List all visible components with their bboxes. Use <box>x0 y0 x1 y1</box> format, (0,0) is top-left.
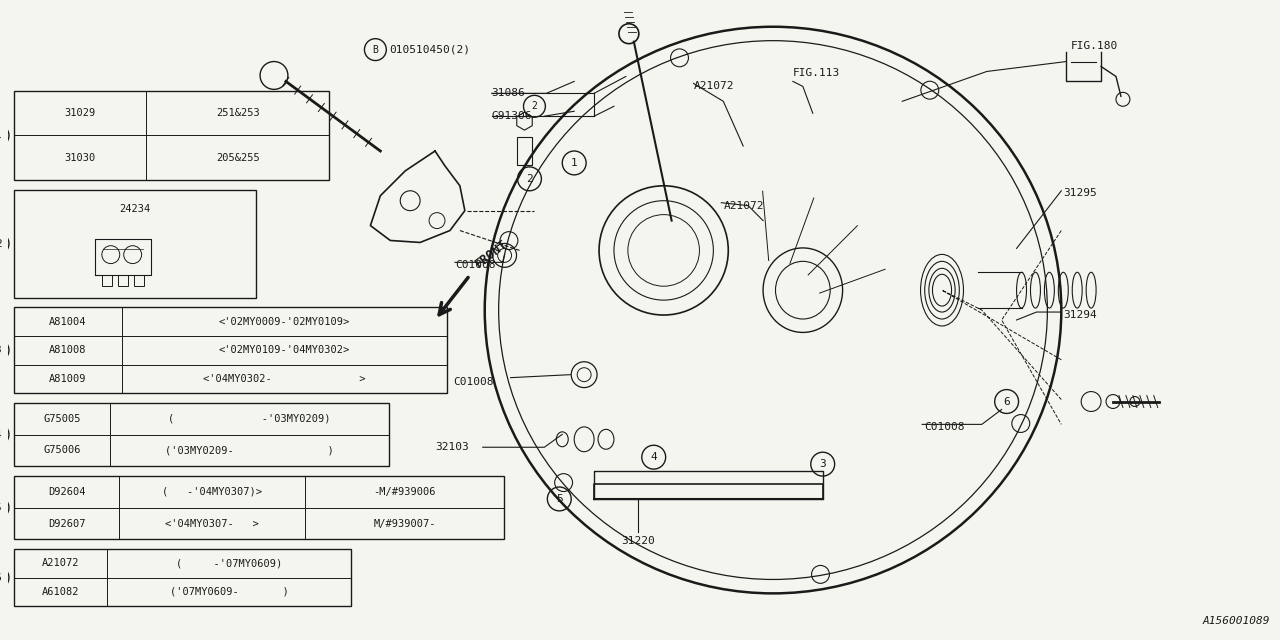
Bar <box>133 275 143 287</box>
Text: ('03MY0209-               ): ('03MY0209- ) <box>165 445 334 456</box>
Text: (   -'04MY0307)>: ( -'04MY0307)> <box>163 487 262 497</box>
Text: <'02MY0109-'04MY0302>: <'02MY0109-'04MY0302> <box>219 345 349 355</box>
Text: <'02MY0009-'02MY0109>: <'02MY0009-'02MY0109> <box>219 317 349 326</box>
Bar <box>14 91 329 180</box>
Text: A81009: A81009 <box>49 374 87 384</box>
Text: 31029: 31029 <box>64 108 96 118</box>
Text: 251&253: 251&253 <box>216 108 260 118</box>
Text: M/#939007-: M/#939007- <box>374 518 436 529</box>
Text: 5: 5 <box>0 502 1 513</box>
Text: 1: 1 <box>0 131 1 141</box>
Text: D92604: D92604 <box>47 487 86 497</box>
Text: A81008: A81008 <box>49 345 87 355</box>
Text: A81004: A81004 <box>49 317 87 326</box>
Text: C01008: C01008 <box>924 422 965 433</box>
Text: FIG.180: FIG.180 <box>1071 40 1119 51</box>
Text: 4: 4 <box>650 452 657 462</box>
Bar <box>14 549 351 606</box>
Text: 32103: 32103 <box>435 442 468 452</box>
Text: A61082: A61082 <box>41 587 79 597</box>
Text: A21072: A21072 <box>41 558 79 568</box>
Text: 24234: 24234 <box>119 204 151 214</box>
Text: 31294: 31294 <box>1064 310 1097 320</box>
Text: 2: 2 <box>526 174 532 184</box>
Bar <box>14 307 447 393</box>
Text: 6: 6 <box>1004 397 1010 406</box>
Text: (              -'03MY0209): ( -'03MY0209) <box>168 413 330 424</box>
Text: -M/#939006: -M/#939006 <box>374 487 436 497</box>
Text: A21072: A21072 <box>723 201 764 211</box>
Text: <'04MY0302-              >: <'04MY0302- > <box>204 374 366 384</box>
Text: G75005: G75005 <box>44 413 81 424</box>
Text: B: B <box>372 45 379 54</box>
Text: 31086: 31086 <box>492 88 525 99</box>
Text: 6: 6 <box>0 573 1 582</box>
Text: D92607: D92607 <box>47 518 86 529</box>
Bar <box>14 476 504 540</box>
Text: 31295: 31295 <box>1064 188 1097 198</box>
Text: 010510450(2): 010510450(2) <box>389 45 470 54</box>
Text: 5: 5 <box>556 494 563 504</box>
Text: A21072: A21072 <box>694 81 733 92</box>
Text: (     -'07MY0609): ( -'07MY0609) <box>175 558 282 568</box>
Text: 2: 2 <box>531 101 538 111</box>
Bar <box>517 137 532 165</box>
Text: 31220: 31220 <box>621 536 654 546</box>
Text: 3: 3 <box>819 459 826 469</box>
Bar <box>118 275 128 287</box>
Text: 1: 1 <box>571 158 577 168</box>
Text: 31030: 31030 <box>64 153 96 163</box>
Text: FIG.113: FIG.113 <box>792 68 840 79</box>
Text: G75006: G75006 <box>44 445 81 456</box>
Bar <box>14 189 256 298</box>
Text: C01008: C01008 <box>453 376 493 387</box>
Text: A156001089: A156001089 <box>1202 616 1270 626</box>
Text: C01008: C01008 <box>454 260 495 270</box>
Text: <'04MY0307-   >: <'04MY0307- > <box>165 518 260 529</box>
Text: 2: 2 <box>0 239 1 249</box>
Text: 4: 4 <box>0 429 1 440</box>
Text: 3: 3 <box>0 345 1 355</box>
Text: FRONT: FRONT <box>472 237 511 270</box>
Text: G91306: G91306 <box>492 111 532 121</box>
Bar <box>14 403 389 467</box>
Text: 205&255: 205&255 <box>216 153 260 163</box>
Bar <box>102 275 111 287</box>
Text: ('07MY0609-       ): ('07MY0609- ) <box>169 587 288 597</box>
